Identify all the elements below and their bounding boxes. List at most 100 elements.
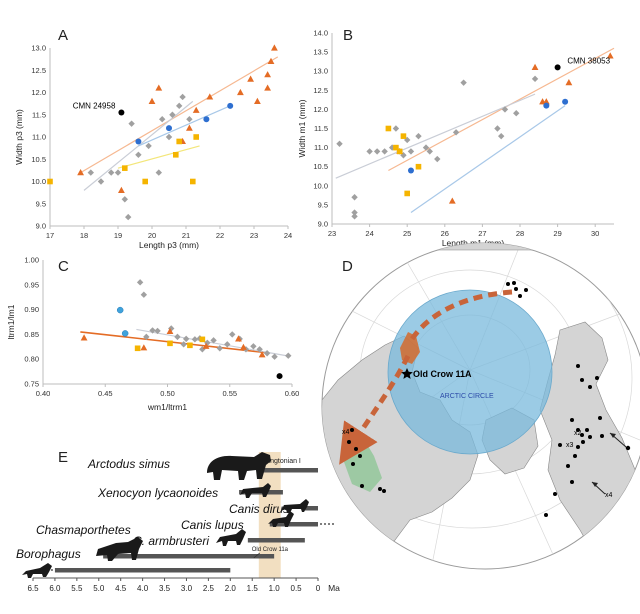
point-grey <box>426 148 433 155</box>
canid-silhouette-icon-3 <box>268 511 294 527</box>
count-label-4: x4 <box>605 492 613 499</box>
timeline-tick-label: 3.5 <box>159 584 171 593</box>
y-axis-label: ltrm1/lm1 <box>6 304 16 339</box>
point-grey <box>165 133 173 141</box>
taxon-range-bar <box>304 506 318 511</box>
canid-silhouette-icon-2 <box>281 499 309 513</box>
band-label: Irvingtonian I <box>261 458 301 465</box>
y-tick-label: 9.5 <box>318 200 328 209</box>
x-tick-label: 18 <box>80 231 88 240</box>
point-orange <box>264 84 271 91</box>
point-grey <box>263 350 271 357</box>
point-lightblue <box>121 330 129 337</box>
point-grey <box>125 213 132 221</box>
taxon-label: Canis lupus <box>181 518 244 532</box>
timeline-tick-label: 4.5 <box>115 584 127 593</box>
x-tick-label: 30 <box>591 229 599 238</box>
irvingtonian-band <box>258 452 281 578</box>
x-tick-label: 24 <box>284 231 292 240</box>
point-blue <box>203 116 210 123</box>
y-tick-label: 12.0 <box>313 105 328 114</box>
timeline-tick-label: 1.0 <box>269 584 281 593</box>
y-tick-label: 14.0 <box>313 29 328 38</box>
point-yellow <box>173 152 179 158</box>
point-orange <box>240 343 247 350</box>
taxon-range-bar <box>269 522 318 527</box>
point-grey <box>224 341 231 348</box>
point-blue <box>543 102 550 109</box>
specimen-annotation: CMN 24958 <box>73 102 116 111</box>
specimen-annotation: CMN 38053 <box>567 56 610 65</box>
x-tick-label: 22 <box>216 231 224 240</box>
point-yellow <box>176 138 182 145</box>
x-tick-label: 0.50 <box>160 389 175 398</box>
panel-c-plot <box>80 279 292 380</box>
point-grey <box>285 352 292 359</box>
point-orange <box>565 79 573 86</box>
point-grey <box>256 346 263 353</box>
site-dots <box>347 281 604 517</box>
point-yellow <box>393 144 399 151</box>
point-grey <box>174 333 181 341</box>
point-orange <box>264 71 271 78</box>
timeline-tick-label: 0 <box>316 584 321 593</box>
point-grey <box>229 331 236 338</box>
point-orange <box>271 44 278 51</box>
x-tick-label: 25 <box>403 229 411 238</box>
beringia-patch <box>400 332 420 364</box>
bear-silhouette-icon <box>207 452 271 480</box>
trendline <box>410 105 566 214</box>
point-grey <box>114 169 122 176</box>
point-grey <box>140 291 148 298</box>
point-orange <box>448 197 456 204</box>
timeline-axis-title: Ma <box>328 583 340 593</box>
point-blue <box>135 138 142 145</box>
x-tick-label: 28 <box>516 229 524 238</box>
point-grey <box>97 178 105 185</box>
x-tick-label: 0.45 <box>98 389 113 398</box>
point-grey <box>159 116 166 123</box>
x-tick-label: 26 <box>441 229 449 238</box>
panel-e: E Irvingtonian I Arctodus simus Xenocyon … <box>16 449 340 593</box>
point-orange <box>140 344 148 351</box>
point-grey <box>434 155 441 163</box>
site-star-icon <box>401 368 413 379</box>
x-tick-label: 24 <box>365 229 373 238</box>
panel-b-plot: CMN 38053 <box>335 47 615 220</box>
trendline <box>388 47 615 172</box>
taxon-label: C. armbrusteri <box>133 534 209 548</box>
point-orange <box>531 63 539 70</box>
point-grey <box>108 169 115 176</box>
pointer-arrow-1 <box>610 433 616 438</box>
panel-c-axes: 0.40 0.45 0.50 0.55 0.60 0.75 0.80 0.85 0.90 0.95… <box>6 256 299 413</box>
point-grey <box>154 327 161 335</box>
x-tick-label: 20 <box>148 231 156 240</box>
point-orange <box>206 93 214 100</box>
y-axis-label: Width m1 (mm) <box>297 99 307 157</box>
point-grey <box>180 341 187 348</box>
point-grey <box>204 339 211 347</box>
y-tick-label: 13.0 <box>313 67 328 76</box>
taxon-range-bar <box>261 468 318 473</box>
point-yellow <box>187 342 193 349</box>
point-orange <box>192 106 200 113</box>
hyena-silhouette-icon <box>96 537 143 561</box>
point-yellow <box>385 125 392 132</box>
y-tick-label: 0.80 <box>24 355 39 364</box>
point-yellow <box>400 133 407 139</box>
panel-b: B 23 24 25 26 27 28 29 30 9.0 9.5 10.0 10.5 11.0 11.5… <box>297 27 615 248</box>
point-orange <box>606 52 614 59</box>
point-orange <box>267 57 275 64</box>
point-grey <box>135 151 142 158</box>
panel-a: A 17 18 19 20 21 22 23 24 9.0 9.5 10.0 10.5 11.0 11.5… <box>14 27 292 250</box>
point-black <box>276 373 283 380</box>
point-orange <box>254 97 261 104</box>
taxon-range-bar <box>103 554 275 559</box>
point-grey <box>250 343 257 350</box>
y-tick-label: 13.0 <box>31 44 46 53</box>
point-yellow <box>122 165 128 171</box>
timeline-tick-label: 2.5 <box>203 584 215 593</box>
point-grey <box>494 125 501 132</box>
point-grey <box>136 279 144 286</box>
timeline-tick-label: 5.0 <box>93 584 105 593</box>
